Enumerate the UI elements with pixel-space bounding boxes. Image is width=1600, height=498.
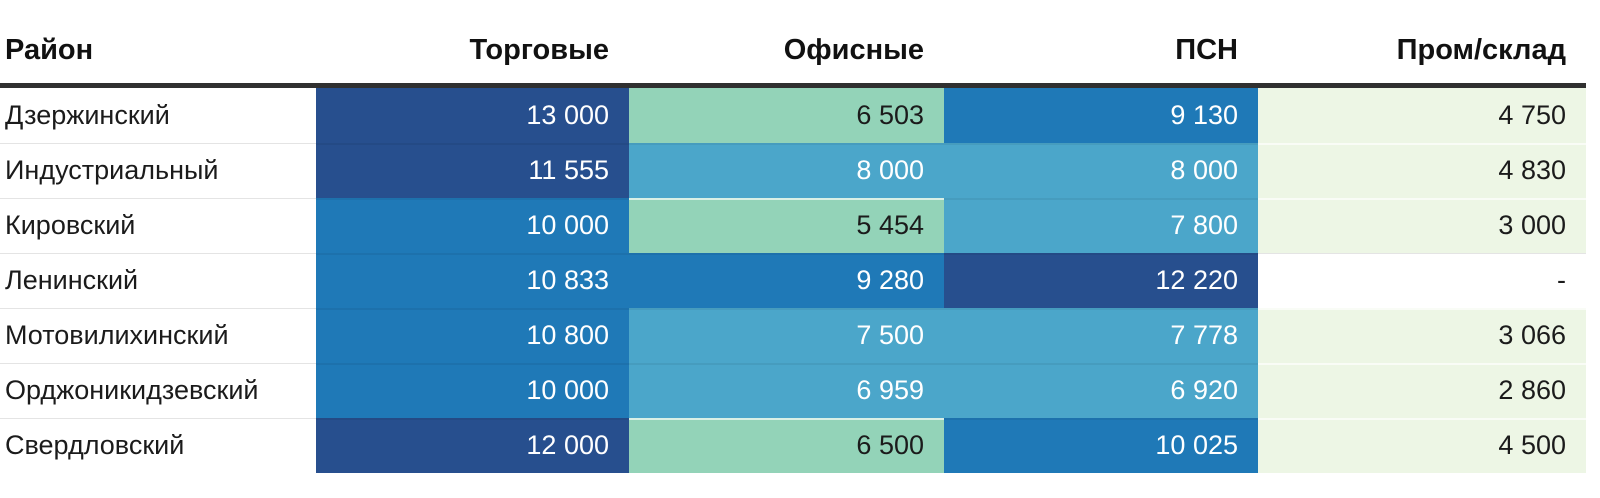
retail-value-cell: 13 000 bbox=[316, 88, 629, 143]
table-row: Дзержинский 13 000 6 503 9 130 4 750 bbox=[0, 88, 1586, 143]
industrial-value-cell: 3 066 bbox=[1258, 308, 1586, 363]
column-header-psn: ПСН bbox=[1175, 34, 1238, 66]
table-row: Индустриальный 11 555 8 000 8 000 4 830 bbox=[0, 143, 1586, 198]
industrial-value-cell: 2 860 bbox=[1258, 363, 1586, 418]
district-name-cell: Орджоникидзевский bbox=[0, 363, 316, 418]
table-row: Мотовилихинский 10 800 7 500 7 778 3 066 bbox=[0, 308, 1586, 363]
office-value-cell: 6 959 bbox=[629, 363, 944, 418]
industrial-value-cell: 4 500 bbox=[1258, 418, 1586, 473]
psn-value-cell: 7 778 bbox=[944, 308, 1258, 363]
office-value-cell: 7 500 bbox=[629, 308, 944, 363]
column-header-industrial: Пром/склад bbox=[1396, 34, 1566, 66]
industrial-value-cell: 4 830 bbox=[1258, 143, 1586, 198]
column-header-retail: Торговые bbox=[469, 34, 609, 66]
office-value-cell: 6 500 bbox=[629, 418, 944, 473]
industrial-value-cell: 3 000 bbox=[1258, 198, 1586, 253]
district-name-cell: Индустриальный bbox=[0, 143, 316, 198]
industrial-value-cell: 4 750 bbox=[1258, 88, 1586, 143]
retail-value-cell: 12 000 bbox=[316, 418, 629, 473]
district-name-cell: Мотовилихинский bbox=[0, 308, 316, 363]
psn-value-cell: 7 800 bbox=[944, 198, 1258, 253]
table-row: Орджоникидзевский 10 000 6 959 6 920 2 8… bbox=[0, 363, 1586, 418]
column-header-office: Офисные bbox=[783, 34, 924, 66]
office-value-cell: 6 503 bbox=[629, 88, 944, 143]
industrial-value-cell: - bbox=[1258, 253, 1586, 308]
retail-value-cell: 10 800 bbox=[316, 308, 629, 363]
district-name-cell: Дзержинский bbox=[0, 88, 316, 143]
district-name-cell: Кировский bbox=[0, 198, 316, 253]
psn-value-cell: 6 920 bbox=[944, 363, 1258, 418]
table-row: Ленинский 10 833 9 280 12 220 - bbox=[0, 253, 1586, 308]
retail-value-cell: 11 555 bbox=[316, 143, 629, 198]
table-header-row: Район Торговые Офисные ПСН Пром/склад bbox=[0, 0, 1586, 88]
district-name-cell: Ленинский bbox=[0, 253, 316, 308]
retail-value-cell: 10 000 bbox=[316, 198, 629, 253]
district-price-heatmap-table: Район Торговые Офисные ПСН Пром/склад Дз… bbox=[0, 0, 1586, 473]
psn-value-cell: 12 220 bbox=[944, 253, 1258, 308]
table-row: Кировский 10 000 5 454 7 800 3 000 bbox=[0, 198, 1586, 253]
office-value-cell: 5 454 bbox=[629, 198, 944, 253]
psn-value-cell: 10 025 bbox=[944, 418, 1258, 473]
retail-value-cell: 10 833 bbox=[316, 253, 629, 308]
psn-value-cell: 9 130 bbox=[944, 88, 1258, 143]
psn-value-cell: 8 000 bbox=[944, 143, 1258, 198]
column-header-district: Район bbox=[5, 34, 94, 66]
office-value-cell: 8 000 bbox=[629, 143, 944, 198]
office-value-cell: 9 280 bbox=[629, 253, 944, 308]
table-body: Дзержинский 13 000 6 503 9 130 4 750 Инд… bbox=[0, 88, 1586, 473]
district-name-cell: Свердловский bbox=[0, 418, 316, 473]
retail-value-cell: 10 000 bbox=[316, 363, 629, 418]
table-row: Свердловский 12 000 6 500 10 025 4 500 bbox=[0, 418, 1586, 473]
